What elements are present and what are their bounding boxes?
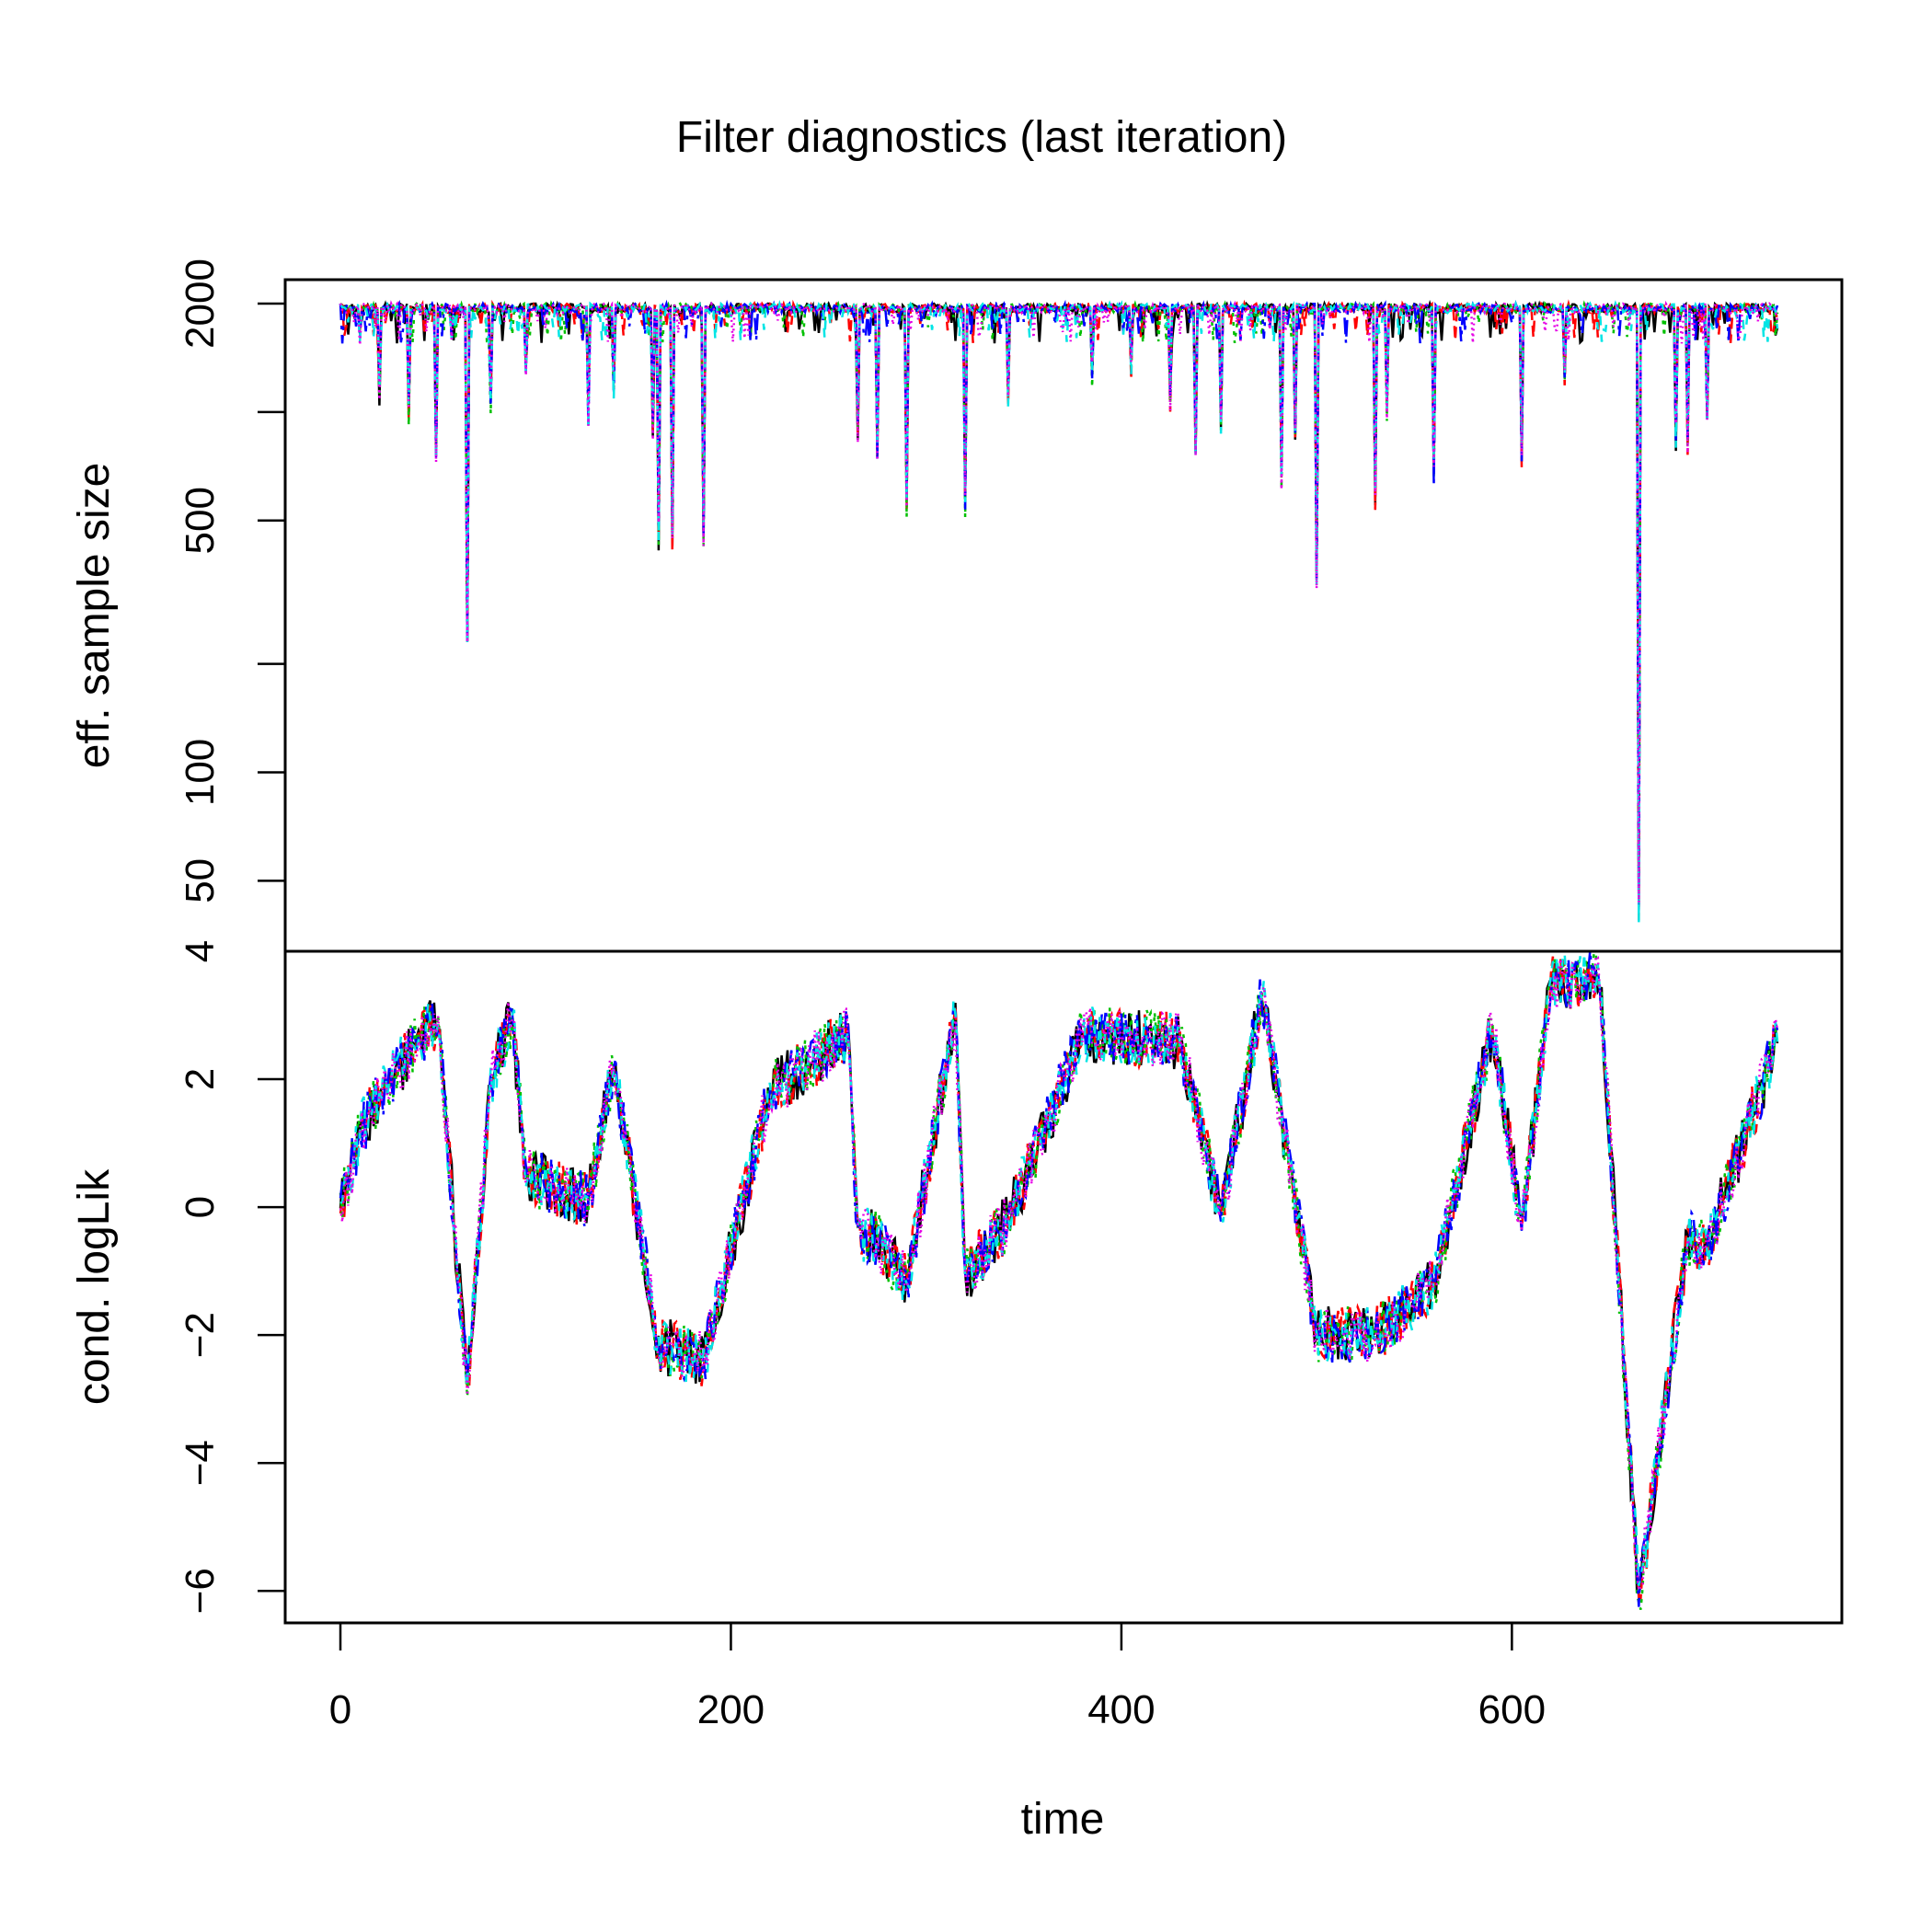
loglik-series-line — [339, 956, 1779, 1600]
x-axis-label: time — [1021, 1795, 1105, 1844]
loglik-y-axis-label: cond. logLik — [70, 1168, 119, 1405]
ess-series-line — [339, 299, 1779, 912]
ess-y-tick-label: 100 — [178, 739, 223, 806]
chart-title: Filter diagnostics (last iteration) — [676, 113, 1287, 162]
loglik-y-tick-label: −6 — [178, 1568, 223, 1614]
x-tick-label: 600 — [1478, 1687, 1546, 1732]
loglik-y-axis: −6 −4 −2 0 2 — [178, 1068, 287, 1614]
loglik-series-group — [339, 950, 1779, 1611]
x-tick-label: 400 — [1087, 1687, 1155, 1732]
loglik-y-tick-label: −2 — [178, 1312, 223, 1358]
loglik-y-tick-label: 2 — [178, 1068, 223, 1090]
x-tick-label: 0 — [329, 1687, 351, 1732]
time-x-axis: 0 200 400 600 — [329, 1621, 1546, 1732]
ess-y-tick-label: 2000 — [178, 259, 223, 349]
ess-y-tick-label: 50 — [178, 858, 223, 903]
ess-y-tick-label: 500 — [178, 487, 223, 554]
ess-series-line — [339, 299, 1779, 923]
loglik-panel: −6 −4 −2 0 2 0 200 400 600 cond. logLik time — [70, 949, 1844, 1844]
loglik-y-tick-label: −4 — [178, 1440, 223, 1486]
ess-extra-tick-label: 4 — [178, 940, 223, 962]
ess-series-group — [339, 299, 1779, 923]
loglik-y-tick-label: 0 — [178, 1196, 223, 1218]
loglik-series-line — [339, 950, 1779, 1607]
x-tick-label: 200 — [697, 1687, 765, 1732]
ess-y-axis-label: eff. sample size — [70, 463, 119, 769]
ess-y-axis: 50 100 500 2000 4 — [178, 259, 287, 962]
